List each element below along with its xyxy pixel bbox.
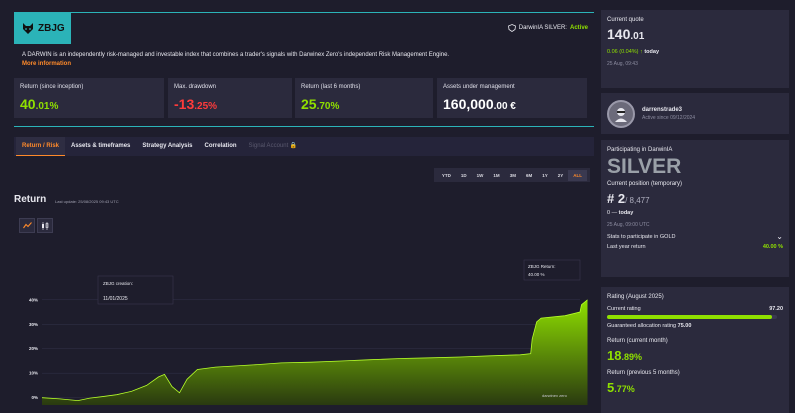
status-badge: Active (569, 25, 588, 31)
range-ytd[interactable]: YTD (441, 172, 451, 178)
return-current-month-label: Return (current month) (607, 338, 668, 344)
quote-value: 140.01 (607, 26, 645, 42)
y-tick-label: 40% (29, 297, 38, 302)
darwin-description: A DARWIN is an independently risk-manage… (22, 52, 450, 58)
top-divider (14, 12, 594, 13)
return-prev-label: Return (previous 5 months) (607, 370, 680, 376)
y-tick-label: 0% (31, 395, 38, 400)
section-divider (14, 126, 594, 127)
candlestick-button[interactable] (37, 218, 53, 233)
range-1d[interactable]: 1D (460, 172, 467, 178)
position-label: Current position (temporary) (607, 181, 683, 187)
lock-icon: 🔒 (289, 143, 298, 149)
quote-label: Current quote (607, 17, 644, 23)
range-1m[interactable]: 1M (493, 172, 500, 178)
more-information-link[interactable]: More information (22, 61, 71, 67)
return-tooltip: ZBJG Return: 40.00 % (523, 259, 581, 281)
profile-since: Active since 09/12/2024 (642, 114, 696, 121)
quote-card: Current quote 140.01 0.06 (0.04%) ↑ toda… (601, 10, 789, 88)
silver-label: DarwinIA SILVER: (518, 25, 567, 31)
rank: # 2/ 8,477 (607, 191, 650, 206)
return-prev: 5.77% (607, 380, 635, 395)
tab-strategy-analysis[interactable]: Strategy Analysis (142, 143, 193, 149)
svg-text:11/01/2025: 11/01/2025 (103, 296, 128, 302)
range-1w[interactable]: 1W (476, 172, 484, 178)
last-year-return: Last year return 40.00 % (607, 244, 783, 250)
stat-value: 25.70% (301, 96, 340, 112)
return-line (41, 299, 588, 402)
y-tick-label: 20% (29, 346, 38, 351)
arrow-up-icon: ↑ (640, 49, 643, 55)
range-all[interactable]: ALL (568, 169, 587, 181)
stat-label: Return (last 6 months) (301, 84, 361, 90)
rank-timestamp: 25 Aug, 09:00 UTC (607, 222, 650, 228)
range-3m[interactable]: 3M (509, 172, 516, 178)
rating-label: Rating (August 2025) (607, 294, 664, 300)
tab-signal-account[interactable]: Signal Account 🔒 (248, 143, 298, 149)
stat-return-inception: Return (since inception) 40.01% (14, 78, 164, 118)
range-1y[interactable]: 1Y (542, 172, 548, 178)
return-current-month: 18.89% (607, 348, 642, 363)
stat-label: Assets under management (443, 84, 515, 90)
darwinex-watermark: darwinex zero (542, 393, 568, 398)
quote-timestamp: 25 Aug, 09:43 (607, 61, 638, 67)
darwin-ticker: ZBJG (38, 22, 65, 34)
tab-assets-timeframes[interactable]: Assets & timeframes (71, 143, 131, 149)
stat-value: 40.01% (20, 96, 59, 112)
stat-value: 160,000.00 € (443, 96, 516, 112)
main-panel: ZBJG DarwinIA SILVER: Active A DARWIN is… (14, 10, 594, 413)
participating-label: Participating in DarwinIA (607, 147, 673, 153)
svg-text:ZBJG creation:: ZBJG creation: (103, 281, 133, 286)
last-update: Last update: 25/08/2025 09:43 UTC (55, 199, 119, 204)
user-icon (615, 107, 627, 122)
fox-icon (23, 22, 33, 34)
stat-max-drawdown: Max. drawdown -13.25% (168, 78, 292, 118)
stat-return-6m: Return (last 6 months) 25.70% (295, 78, 433, 118)
rating-bar (607, 315, 777, 319)
guaranteed-rating: Guaranteed allocation rating 75.00 (607, 323, 692, 329)
svg-text:40.00 %: 40.00 % (528, 272, 545, 277)
darwinia-level: SILVER (607, 155, 682, 178)
line-chart-button[interactable] (19, 218, 35, 233)
svg-text:ZBJG Return:: ZBJG Return: (528, 264, 556, 269)
darwinia-status: DarwinIA SILVER: Active (507, 24, 588, 32)
chart-title: Return (14, 194, 47, 205)
return-area (42, 299, 588, 405)
profile-name: darrenstrade3 (642, 106, 683, 113)
rating-card: Rating (August 2025) Current rating 97.2… (601, 287, 789, 413)
quote-change: 0.06 (0.04%) ↑ today (607, 49, 659, 55)
stat-value: -13.25% (174, 96, 218, 112)
stat-aum: Assets under management 160,000.00 € (437, 78, 587, 118)
y-tick-label: 30% (29, 322, 38, 327)
darwin-logo: ZBJG (14, 12, 71, 44)
chevron-down-icon: ⌄ (776, 232, 783, 241)
range-2y[interactable]: 2Y (557, 172, 564, 178)
tab-bar: Return / Risk Assets & timeframes Strate… (14, 137, 594, 156)
rank-change: 0 — today (607, 210, 634, 216)
darwinia-card: Participating in DarwinIA SILVER Current… (601, 140, 789, 277)
stat-label: Max. drawdown (174, 84, 217, 90)
tab-return-risk[interactable]: Return / Risk (16, 137, 66, 156)
profile-card[interactable]: darrenstrade3 Active since 09/12/2024 (601, 93, 789, 134)
candlestick-icon (42, 221, 49, 230)
shield-icon (507, 24, 516, 32)
dash-icon: — (611, 210, 618, 216)
y-tick-label: 10% (29, 371, 38, 376)
avatar (607, 99, 635, 128)
return-chart: 0%10%20%30%40% 16 Dec30 Dec13 Jan27 Jan1… (29, 259, 588, 405)
creation-tooltip: ZBJG creation: 11/01/2025 (97, 275, 174, 305)
stat-label: Return (since inception) (20, 84, 84, 90)
tab-correlation[interactable]: Correlation (204, 143, 237, 149)
rating-bar-fill (607, 315, 773, 319)
current-rating: Current rating 97.20 (607, 306, 783, 312)
range-6m[interactable]: 6M (525, 172, 533, 178)
range-selector: YTD 1D 1W 1M 3M 6M 1Y 2Y ALL (433, 168, 590, 182)
gold-stats-toggle[interactable]: Stats to participate in GOLD ⌄ (607, 232, 783, 241)
line-chart-icon (22, 222, 32, 229)
